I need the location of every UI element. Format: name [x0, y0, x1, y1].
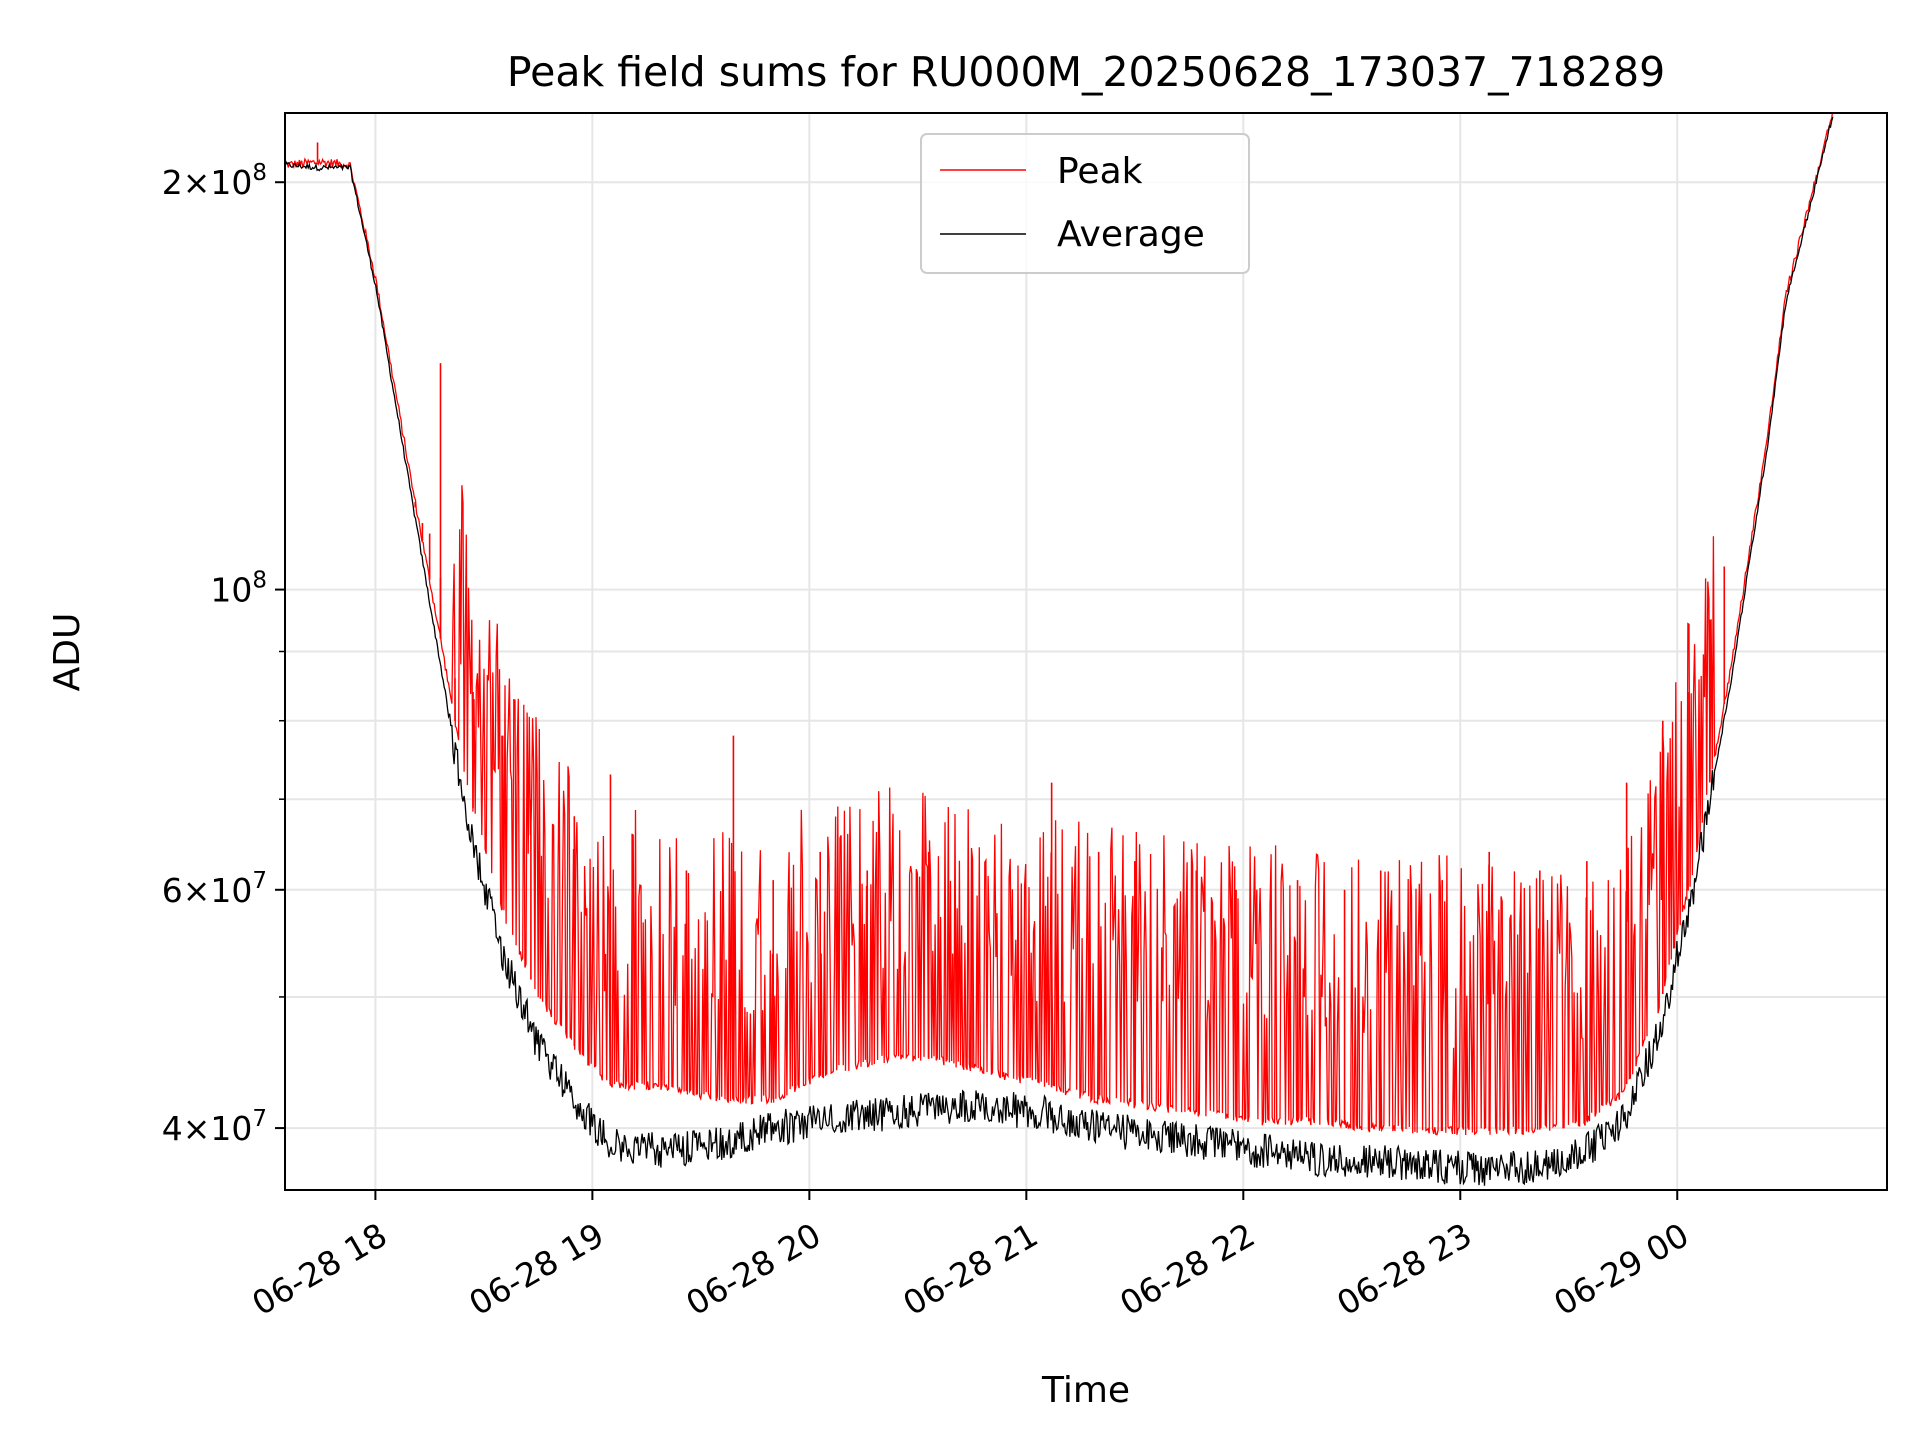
legend: Peak Average: [920, 133, 1250, 274]
y-axis-label: ADU: [47, 613, 88, 692]
legend-box: [920, 133, 1250, 274]
y-tick-label: 6×107: [162, 868, 267, 910]
series-peak-line: [285, 113, 1834, 1136]
y-axis-ticks: 4×107 6×107 108 2×108: [162, 160, 285, 1148]
series-average-line: [285, 116, 1834, 1186]
legend-label-average: Average: [1057, 214, 1205, 255]
x-axis-label: Time: [1041, 1370, 1130, 1411]
y-tick-label: 4×107: [162, 1106, 267, 1148]
series-lines: [285, 113, 1834, 1186]
y-tick-label: 2×108: [162, 160, 267, 202]
legend-label-peak: Peak: [1057, 151, 1143, 192]
y-tick-label: 108: [210, 568, 267, 610]
chart-title: Peak field sums for RU000M_20250628_1730…: [507, 48, 1665, 96]
plot-area: [285, 113, 1834, 1186]
